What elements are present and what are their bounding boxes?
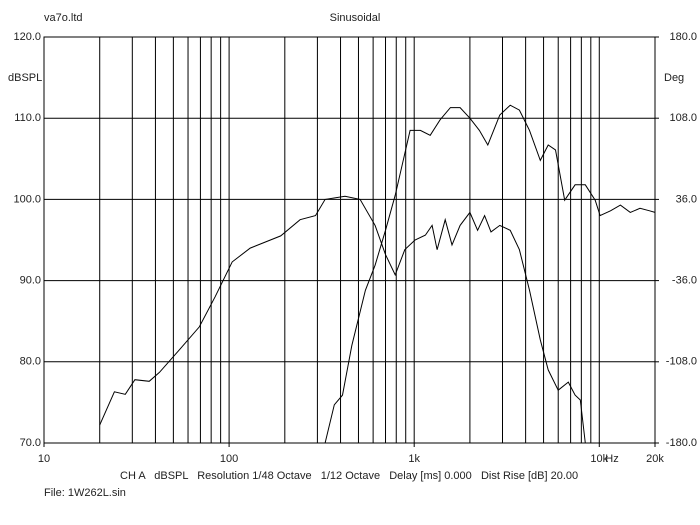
y2-tick-label: -180.0 — [666, 437, 697, 449]
chart-title: Sinusoidal — [330, 12, 381, 24]
header-left: va7o.ltd — [44, 12, 83, 24]
x-tick-label: 10k — [590, 453, 608, 465]
y-tick-label: 80.0 — [20, 356, 41, 368]
y-tick-label: 70.0 — [20, 437, 41, 449]
y2-tick-label: 180.0 — [669, 31, 697, 43]
y2-tick-label: -108.0 — [666, 356, 697, 368]
x-tick-label: 100 — [220, 453, 238, 465]
x-tick-label: 10 — [38, 453, 50, 465]
response-curve — [324, 104, 656, 444]
y-tick-label: 100.0 — [13, 193, 41, 205]
y2-tick-label: -36.0 — [672, 275, 697, 287]
y-axis-label: dBSPL — [8, 72, 42, 84]
y2-tick-label: 36.0 — [676, 193, 697, 205]
y-tick-label: 90.0 — [20, 275, 41, 287]
file-label: File: 1W262L.sin — [44, 487, 126, 499]
plot-frame — [43, 36, 656, 444]
y2-axis-label: Deg — [664, 72, 684, 84]
y2-tick-label: 108.0 — [669, 112, 697, 124]
y-tick-label: 120.0 — [13, 31, 41, 43]
y-tick-label: 110.0 — [14, 112, 41, 124]
footer: CH A dBSPL Resolution 1/48 Octave 1/12 O… — [120, 470, 578, 482]
x-unit: Hz — [605, 453, 618, 465]
x-tick-label: 20k — [646, 453, 664, 465]
response-curve — [99, 195, 586, 444]
x-tick-label: 1k — [408, 453, 420, 465]
